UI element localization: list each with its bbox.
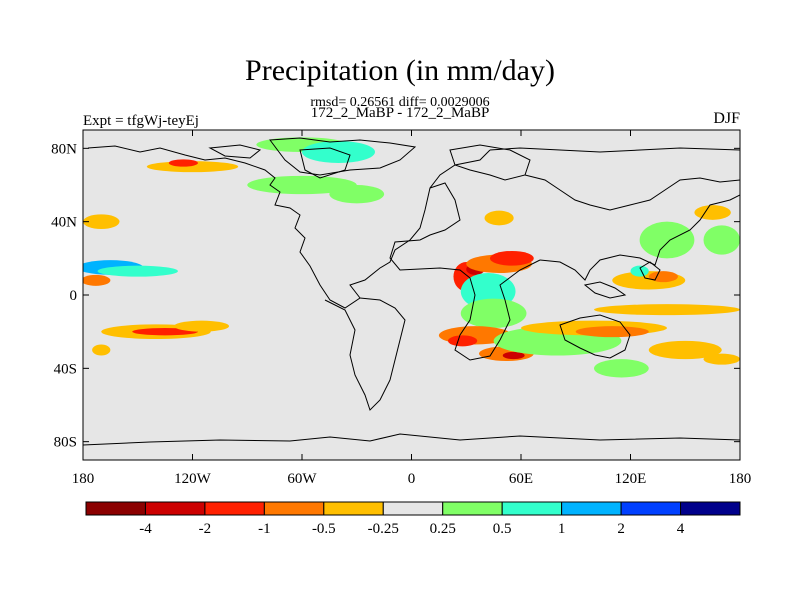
precip-anomaly-13 <box>247 175 357 195</box>
y-tick-label: 40S <box>54 361 77 377</box>
colorbar-box-11 <box>680 501 741 516</box>
precip-anomaly-34 <box>694 205 731 220</box>
colorbar-label: 4 <box>677 521 685 537</box>
precip-anomaly-4 <box>83 214 120 230</box>
x-axis: 180 120W 60W 0 60E 120E 180 <box>72 130 752 487</box>
precip-anomaly-33 <box>639 221 695 259</box>
precip-anomaly-2 <box>97 265 178 277</box>
colorbar-box-4 <box>263 501 325 516</box>
precip-anomaly-35 <box>703 225 740 255</box>
colorbar-label: -0.25 <box>368 521 399 537</box>
colorbar-box-1 <box>85 501 146 516</box>
season-label: DJF <box>713 110 740 127</box>
precip-anomaly-37 <box>594 359 649 378</box>
coastlines <box>83 137 740 446</box>
x-tick-label: 60W <box>287 471 317 487</box>
x-tick-label: 180 <box>72 471 95 487</box>
precip-anomaly-23 <box>448 335 478 347</box>
colorbar-box-6 <box>382 501 444 516</box>
precip-anomaly-10 <box>92 344 111 356</box>
colorbar-label: 0.25 <box>430 521 456 537</box>
rmsd-diff-text: rmsd= 0.26561 diff= 0.0029006 <box>310 95 490 110</box>
case-subtitle: 172_2_MaBP - 172_2_MaBP <box>310 105 490 121</box>
precip-anomaly-29 <box>594 304 740 316</box>
precip-anomaly-32 <box>630 265 649 277</box>
precip-anomaly-21 <box>460 298 527 329</box>
precip-anomaly-19 <box>484 210 514 226</box>
colorbar-label: 0.5 <box>493 521 512 537</box>
precip-anomaly-38 <box>703 353 740 365</box>
y-tick-label: 80N <box>51 141 77 157</box>
precip-anomaly-12 <box>302 141 375 163</box>
x-tick-label: 180 <box>729 471 752 487</box>
colorbar-box-10 <box>620 501 682 516</box>
precip-anomaly-28 <box>575 326 649 338</box>
precip-anomaly-3 <box>83 274 111 286</box>
colorbar-box-5 <box>323 501 384 516</box>
precip-anomaly-9 <box>174 320 229 332</box>
y-axis: 80N 40N 0 40S 80S <box>51 141 740 451</box>
colorbar-box-8 <box>501 501 563 516</box>
x-tick-label: 60E <box>509 471 533 487</box>
x-tick-label: 0 <box>408 471 416 487</box>
precip-anomaly-25 <box>502 351 525 360</box>
colorbar-label: -1 <box>258 521 271 537</box>
colorbar-label: 1 <box>558 521 566 537</box>
y-tick-label: 0 <box>70 288 78 304</box>
plot-title: Precipitation (in mm/day) <box>245 54 555 87</box>
map-background <box>83 130 740 460</box>
y-tick-label: 80S <box>54 435 77 451</box>
precip-anomaly-14 <box>329 185 385 204</box>
colorbar-box-7 <box>442 501 503 516</box>
y-tick-label: 40N <box>51 215 77 231</box>
precip-anomaly-18 <box>489 251 534 266</box>
precip-anomaly-31 <box>648 271 678 283</box>
colorbar-label: -2 <box>199 521 212 537</box>
colorbar-label: -0.5 <box>312 521 336 537</box>
colorbar-label: -4 <box>139 521 152 537</box>
colorbar-box-2 <box>144 501 206 516</box>
experiment-label: Expt = tfgWj-teyEj <box>83 113 199 129</box>
colorbar-box-9 <box>561 501 622 516</box>
x-tick-label: 120W <box>174 471 212 487</box>
colorbar-box-3 <box>204 501 265 516</box>
precip-anomaly-6 <box>168 159 198 167</box>
precip-anomaly-36 <box>648 340 722 360</box>
colorbar: -4 -2 -1 -0.5 -0.25 0.25 0.5 1 2 4 <box>85 501 741 537</box>
anomaly-layer <box>83 137 740 378</box>
plot-area <box>83 130 740 460</box>
colorbar-label: 2 <box>617 521 625 537</box>
x-tick-label: 120E <box>615 471 647 487</box>
